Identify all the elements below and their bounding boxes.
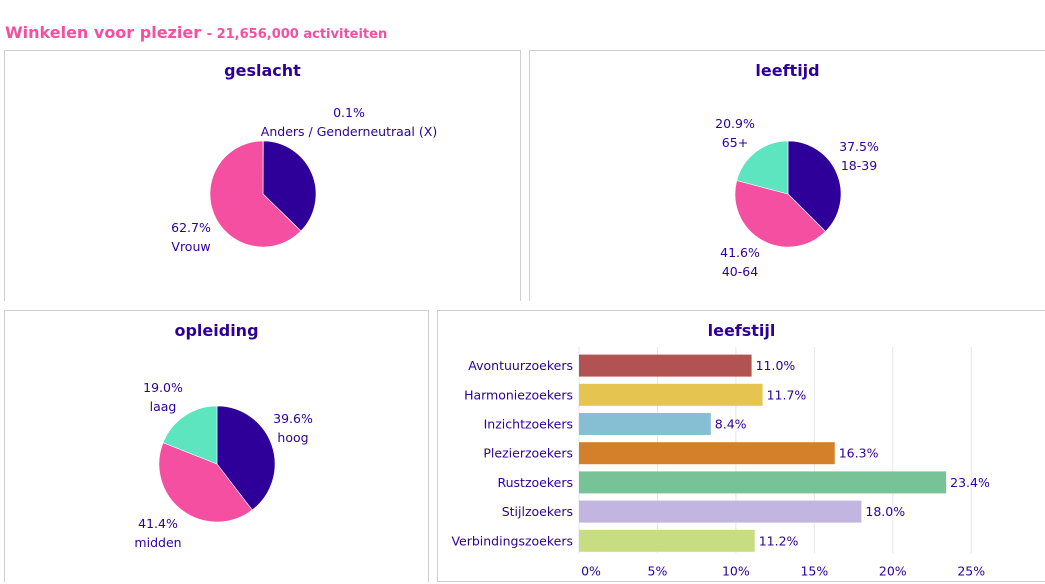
bar-chart-leefstijl: 0% 5% 10% 15% 20% 25% Avontuurzoekers 11.0% Harm…: [451, 347, 990, 578]
bar-harmoniezoekers: [579, 383, 763, 406]
pie-category-label-laag: laag: [150, 399, 177, 414]
pie-value-label-anders-genderneutraal-x: 0.1%: [333, 105, 365, 120]
pie-slice-man: [262, 140, 317, 232]
chart-title-opleiding: opleiding: [174, 321, 259, 340]
category-label: Plezierzoekers: [483, 446, 573, 461]
page-title-subtitle: - 21,656,000 activiteiten: [206, 27, 388, 42]
category-label: Verbindingszoekers: [451, 533, 573, 548]
pie-value-label-65: 20.9%: [715, 116, 755, 131]
chart-panel-opleiding: opleiding 39.6% hoog 41.4% midden 19.0% laag: [4, 310, 429, 582]
chart-panel-geslacht: geslacht 0.1% Anders / Genderneutraal (X)…: [4, 50, 521, 301]
pie-slice-65: [736, 140, 789, 195]
category-label: Harmoniezoekers: [464, 387, 573, 402]
pie-category-label-vrouw: Vrouw: [171, 239, 210, 254]
chart-panel-leeftijd: leeftijd 37.5% 18-39 41.6% 40-64 20.9% 65+: [529, 50, 1045, 301]
pie-category-label-hoog: hoog: [277, 430, 308, 445]
x-tick-label: 25%: [957, 563, 985, 578]
pie-category-label-anders-genderneutraal-x: Anders / Genderneutraal (X): [261, 124, 437, 139]
pie-value-label-18-39: 37.5%: [839, 139, 879, 154]
bar-stijlzoekers: [579, 500, 862, 523]
category-label: Rustzoekers: [498, 475, 574, 490]
pie-slice-midden: [158, 442, 253, 523]
pie-category-label-40-64: 40-64: [722, 264, 758, 279]
x-tick-label: 15%: [800, 563, 828, 578]
x-tick-label: 10%: [722, 563, 750, 578]
data-label: 11.7%: [767, 387, 807, 402]
pie-slice-hoog: [216, 405, 276, 511]
data-label: 16.3%: [839, 446, 879, 461]
pie-value-label-midden: 41.4%: [138, 516, 178, 531]
category-label: Avontuurzoekers: [468, 358, 573, 373]
chart-title-leeftijd: leeftijd: [755, 61, 820, 80]
page-title: Winkelen voor plezier - 21,656,000 activ…: [5, 23, 387, 42]
pie-category-label-18-39: 18-39: [841, 158, 877, 173]
pie-slice-laag: [162, 405, 218, 465]
pie-value-label-hoog: 39.6%: [273, 411, 313, 426]
pie-value-label-vrouw: 62.7%: [171, 220, 211, 235]
x-tick-label: 0%: [581, 563, 601, 578]
bar-inzichtzoekers: [579, 413, 711, 435]
pie-value-label-laag: 19.0%: [143, 380, 183, 395]
pie-slice-18-39: [787, 140, 842, 232]
chart-title-leefstijl: leefstijl: [707, 321, 776, 340]
pie-category-label-midden: midden: [134, 535, 181, 550]
pie-value-label-40-64: 41.6%: [720, 245, 760, 260]
chart-title-geslacht: geslacht: [224, 61, 301, 80]
bar-plezierzoekers: [579, 442, 835, 465]
x-tick-label: 20%: [879, 563, 907, 578]
bar-avontuurzoekers: [579, 354, 752, 377]
pie-chart-geslacht: 0.1% Anders / Genderneutraal (X) 62.7% Vrou…: [171, 105, 437, 254]
pie-chart-leeftijd: 37.5% 18-39 41.6% 40-64 20.9% 65+: [715, 116, 879, 279]
pie-chart-opleiding: 39.6% hoog 41.4% midden 19.0% laag: [134, 380, 313, 550]
pie-slice-40-64: [734, 180, 826, 248]
x-tick-label: 5%: [648, 563, 668, 578]
data-label: 11.0%: [756, 358, 796, 373]
data-label: 8.4%: [715, 417, 747, 432]
bar-verbindingszoekers: [579, 529, 755, 552]
pie-category-label-65: 65+: [722, 135, 748, 150]
data-label: 18.0%: [865, 504, 905, 519]
chart-panel-leefstijl: leefstijl 0% 5% 10% 15% 20% 25% Avontuurzoeker…: [437, 310, 1045, 582]
page-title-main: Winkelen voor plezier: [5, 23, 202, 42]
category-label: Stijlzoekers: [502, 504, 573, 519]
category-label: Inzichtzoekers: [484, 417, 573, 432]
bar-rustzoekers: [579, 471, 947, 494]
data-label: 23.4%: [950, 475, 990, 490]
pie-slice-vrouw: [209, 140, 302, 248]
data-label: 11.2%: [759, 533, 799, 548]
